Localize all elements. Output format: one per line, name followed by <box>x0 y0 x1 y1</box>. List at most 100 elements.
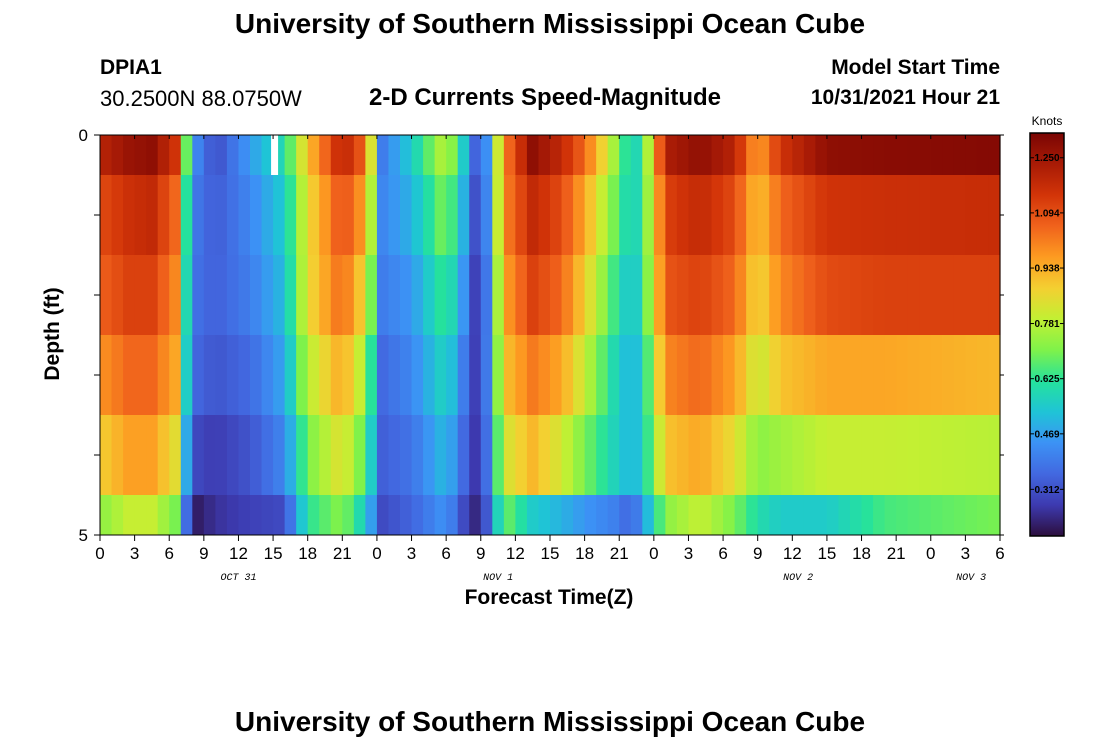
heatmap-cell <box>180 175 193 255</box>
heatmap-cell <box>157 415 170 495</box>
heatmap-cell <box>480 335 493 415</box>
heatmap-cell <box>146 255 159 335</box>
heatmap-cell <box>538 175 551 255</box>
heatmap-cell <box>873 495 886 535</box>
heatmap-cell <box>365 495 378 535</box>
colorbar-tick-label: 0.938 <box>1034 264 1059 275</box>
heatmap-cell <box>526 495 540 535</box>
heatmap-cell <box>711 255 724 335</box>
heatmap-cell <box>250 135 263 175</box>
colorbar-tick-label: 0.469 <box>1034 429 1059 440</box>
heatmap-cell <box>492 495 505 535</box>
heatmap-cell <box>803 335 816 415</box>
heatmap-cell <box>100 175 113 255</box>
heatmap-cell <box>123 175 136 255</box>
heatmap-cell <box>446 135 459 175</box>
heatmap-cell <box>411 495 424 535</box>
heatmap-cell <box>515 135 528 175</box>
heatmap-cell <box>838 495 851 535</box>
heatmap-cell <box>746 175 759 255</box>
heatmap-cell <box>953 175 966 255</box>
x-tick-label: 15 <box>541 544 560 563</box>
heatmap-cell <box>734 335 747 415</box>
heatmap-cell <box>642 135 655 175</box>
heatmap-cell <box>561 255 574 335</box>
heatmap-cell <box>469 495 482 535</box>
heatmap-cell <box>630 495 643 535</box>
heatmap-cell <box>653 495 666 535</box>
heatmap-cell <box>584 495 597 535</box>
heatmap-cell <box>250 415 263 495</box>
heatmap-cell <box>365 175 378 255</box>
heatmap-cell <box>134 415 147 495</box>
heatmap-cell <box>734 135 747 175</box>
heatmap-cell <box>550 135 563 175</box>
heatmap-cell <box>226 335 240 415</box>
heatmap-cell <box>411 415 424 495</box>
heatmap-cell <box>746 255 759 335</box>
x-tick-label: 3 <box>684 544 693 563</box>
heatmap-cell <box>388 415 401 495</box>
heatmap-cell <box>319 255 332 335</box>
heatmap-cell <box>700 255 713 335</box>
heatmap-cell <box>688 415 701 495</box>
heatmap-cell <box>169 415 182 495</box>
heatmap-cell <box>561 335 574 415</box>
x-tick-label: 6 <box>164 544 173 563</box>
heatmap-cell <box>607 335 620 415</box>
heatmap-cell <box>930 335 943 415</box>
heatmap-cell <box>503 495 516 535</box>
heatmap-cell <box>573 335 586 415</box>
heatmap-cell <box>307 175 320 255</box>
heatmap-cell <box>630 255 643 335</box>
heatmap-cell <box>550 255 563 335</box>
x-tick-label: 6 <box>995 544 1004 563</box>
heatmap-cell <box>711 495 724 535</box>
heatmap-cell <box>653 415 666 495</box>
heatmap-cell <box>780 255 793 335</box>
heatmap-cell <box>238 495 251 535</box>
heatmap-cell <box>780 135 793 175</box>
heatmap-cell <box>376 175 390 255</box>
heatmap-cell <box>146 135 159 175</box>
heatmap-cell <box>319 335 332 415</box>
heatmap-cell <box>423 495 436 535</box>
heatmap-cell <box>584 135 597 175</box>
heatmap-cell <box>884 415 897 495</box>
heatmap-cell <box>734 255 747 335</box>
heatmap-cell <box>492 415 505 495</box>
heatmap-cell <box>123 135 136 175</box>
heatmap-cell <box>226 255 240 335</box>
heatmap-cell <box>423 335 436 415</box>
heatmap-cell <box>469 335 482 415</box>
heatmap-cell <box>503 255 516 335</box>
heatmap-cell <box>215 495 228 535</box>
heatmap-cell <box>780 175 793 255</box>
heatmap-cell <box>838 335 851 415</box>
heatmap-cell <box>584 335 597 415</box>
heatmap-cell <box>907 135 920 175</box>
heatmap-cell <box>596 175 609 255</box>
heatmap-cell <box>653 175 666 255</box>
heatmap-cell <box>492 255 505 335</box>
heatmap-cell <box>192 415 205 495</box>
heatmap-cell <box>434 175 447 255</box>
heatmap-cell <box>353 255 366 335</box>
heatmap-cell <box>676 175 690 255</box>
heatmap-cell <box>607 255 620 335</box>
heatmap-cell <box>861 335 874 415</box>
heatmap-cell <box>826 175 840 255</box>
heatmap-cell <box>526 335 540 415</box>
heatmap-cell <box>134 255 147 335</box>
heatmap-cell <box>642 255 655 335</box>
heatmap-cell <box>307 415 320 495</box>
heatmap-cell <box>803 135 816 175</box>
heatmap-cell <box>619 175 632 255</box>
heatmap-cell <box>607 415 620 495</box>
heatmap-cell <box>411 175 424 255</box>
heatmap-cell <box>250 335 263 415</box>
heatmap-cell <box>226 415 240 495</box>
heatmap-cell <box>850 415 863 495</box>
heatmap-cell <box>630 175 643 255</box>
colorbar: 1.250 1.094 0.938 0.781 0.625 0.469 0.312 <box>1029 132 1065 537</box>
